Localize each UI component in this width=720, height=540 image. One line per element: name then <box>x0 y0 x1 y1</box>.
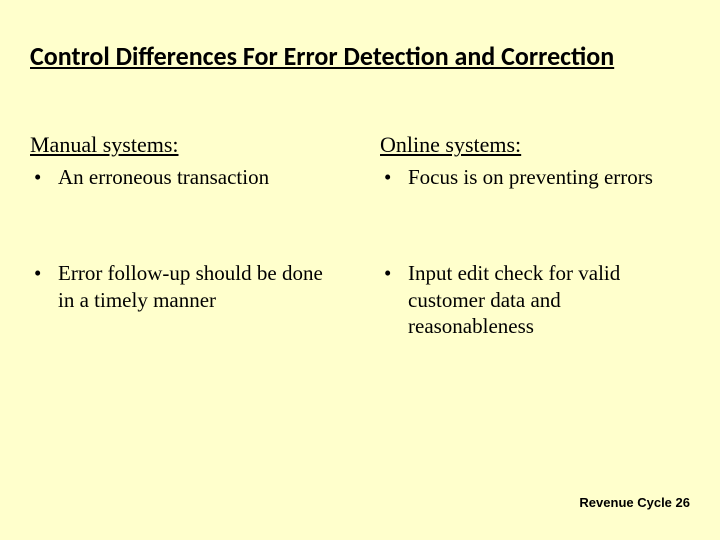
columns: Manual systems: An erroneous transaction… <box>30 132 690 409</box>
list-item: Error follow-up should be done in a time… <box>30 260 340 313</box>
slide: Control Differences For Error Detection … <box>0 0 720 409</box>
footer-text: Revenue Cycle 26 <box>579 495 690 510</box>
right-list: Focus is on preventing errors Input edit… <box>380 164 690 339</box>
list-item: Input edit check for valid customer data… <box>380 260 690 339</box>
right-heading: Online systems: <box>380 132 690 158</box>
left-list: An erroneous transaction Error follow-up… <box>30 164 340 313</box>
left-heading: Manual systems: <box>30 132 340 158</box>
left-column: Manual systems: An erroneous transaction… <box>30 132 340 409</box>
right-column: Online systems: Focus is on preventing e… <box>380 132 690 409</box>
list-item: An erroneous transaction <box>30 164 340 190</box>
slide-title: Control Differences For Error Detection … <box>30 40 690 72</box>
list-item: Focus is on preventing errors <box>380 164 690 190</box>
